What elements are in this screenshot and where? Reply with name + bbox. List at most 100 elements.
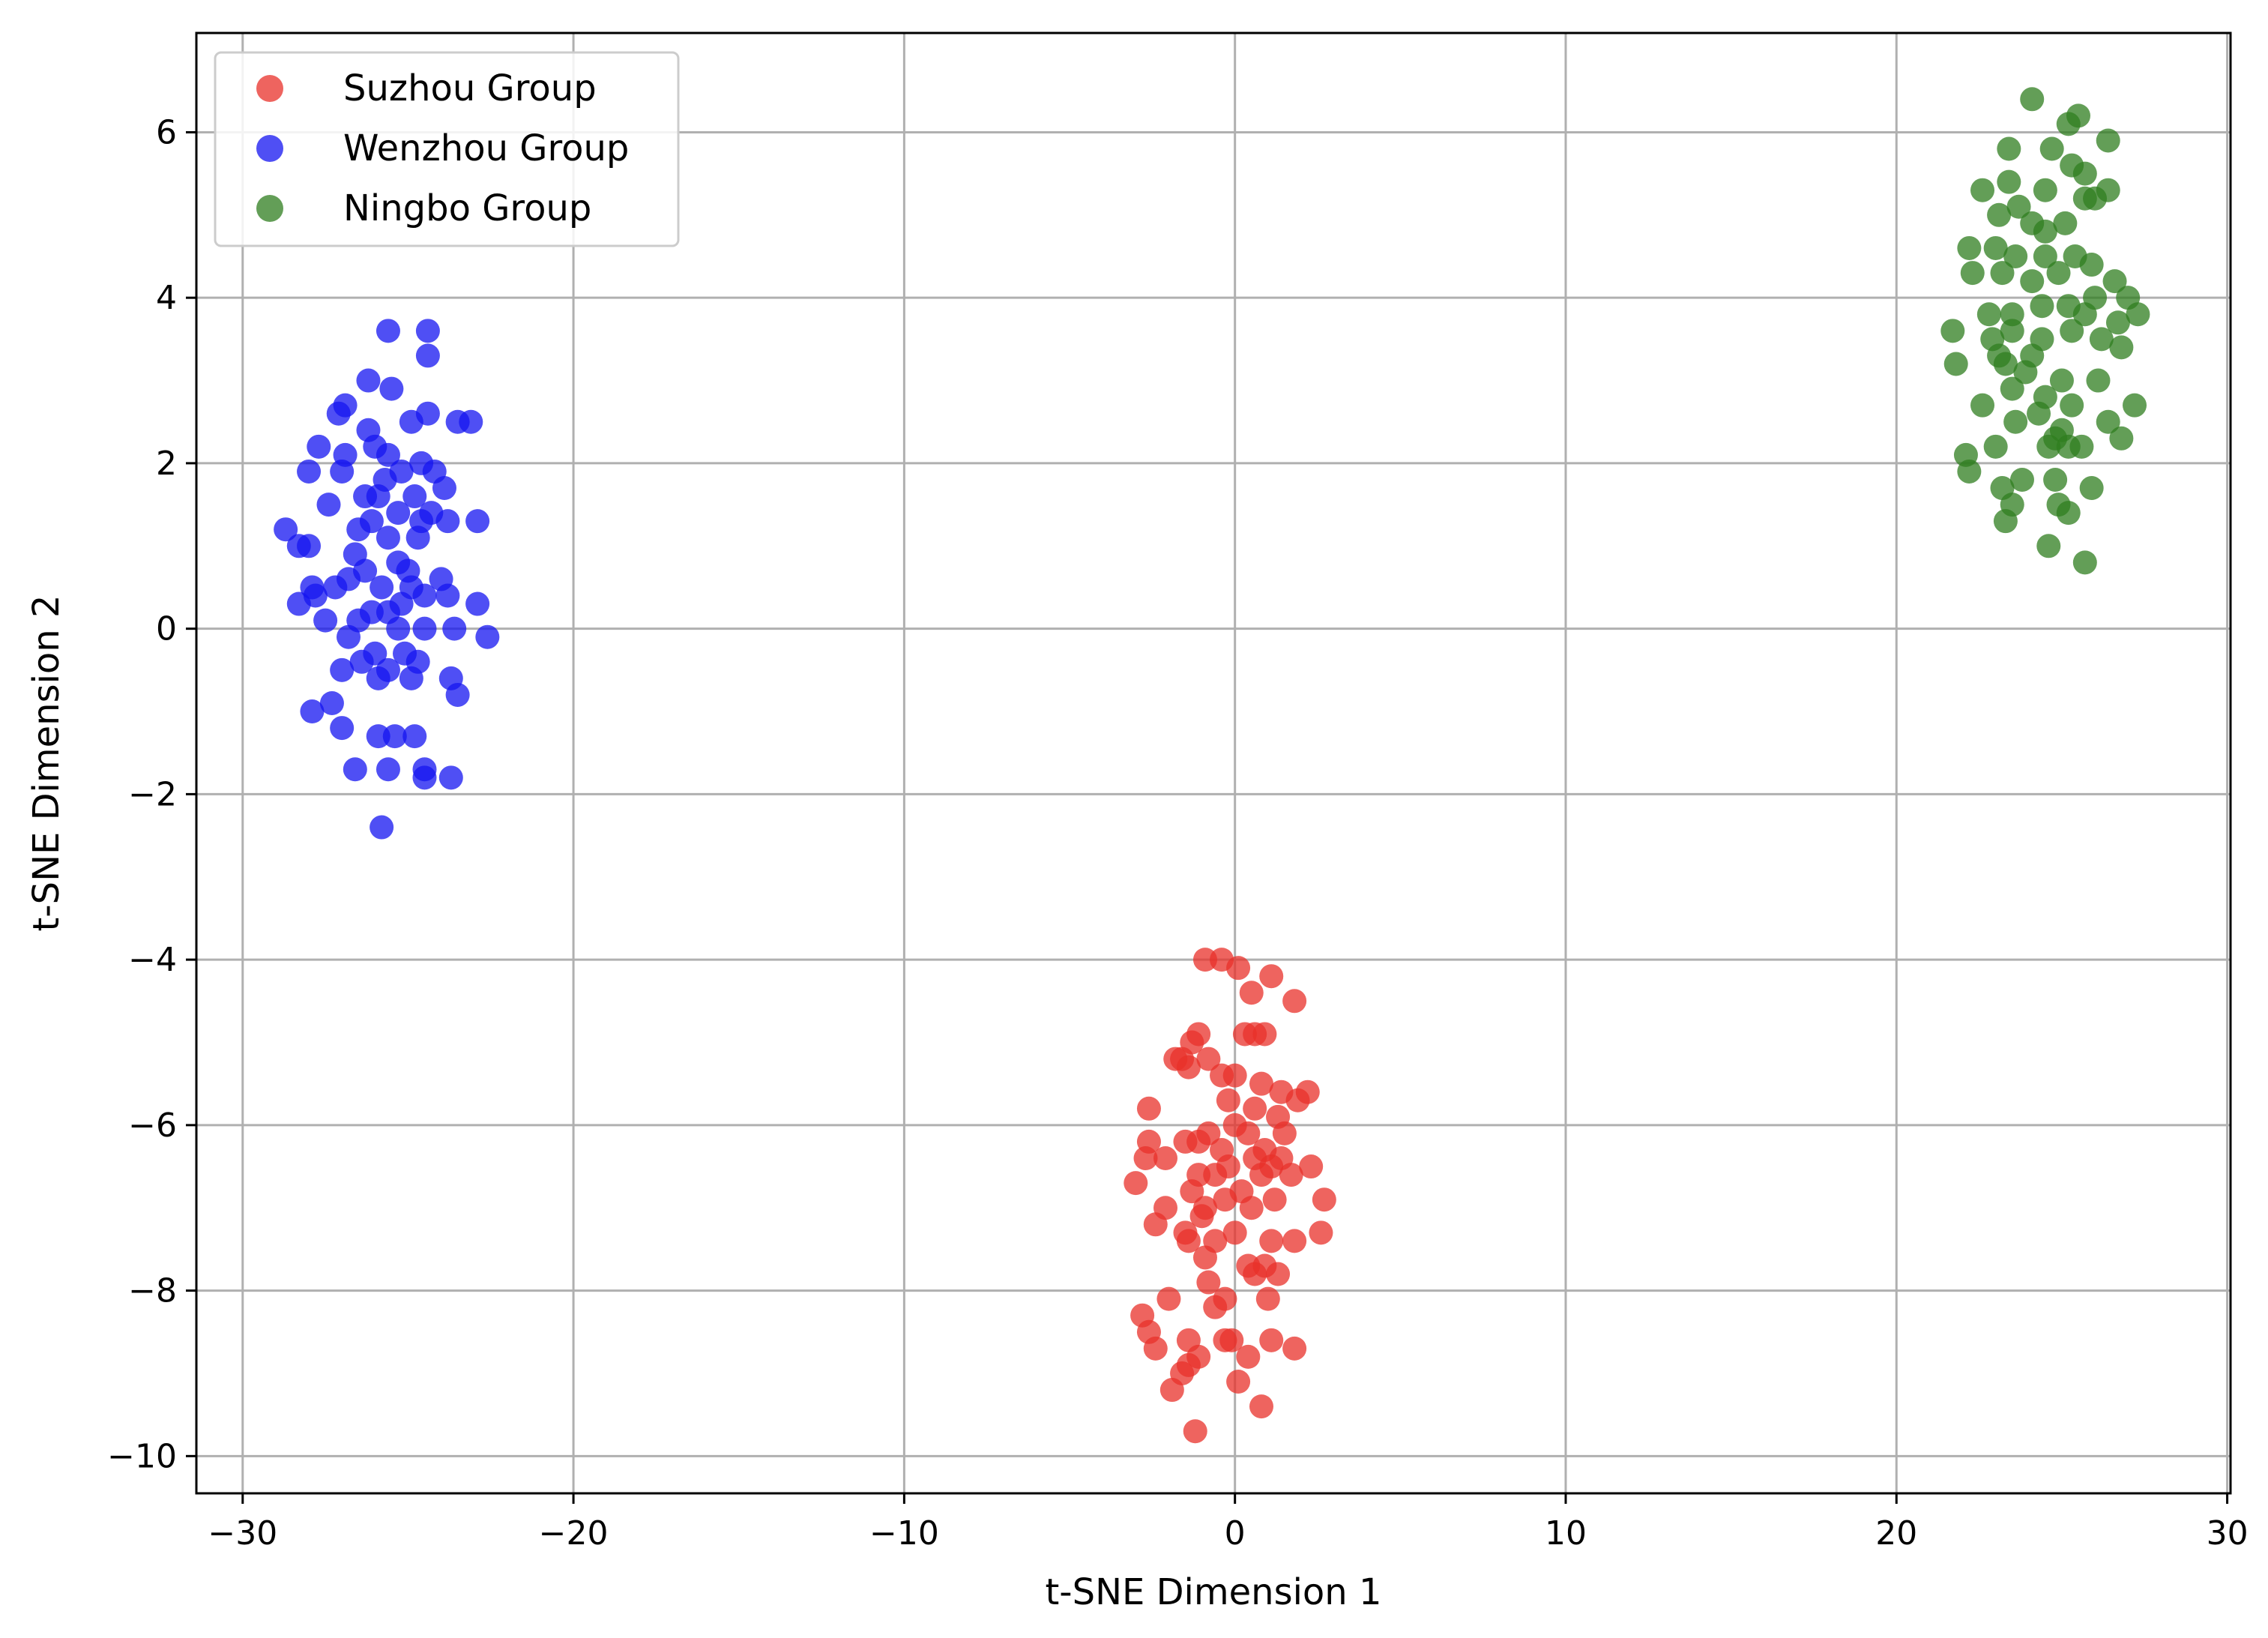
- suzhou-group-point: [1196, 1270, 1221, 1295]
- suzhou-group-point: [1186, 1129, 1211, 1154]
- wenzhou-group-point: [359, 600, 384, 624]
- wenzhou-group-point: [316, 493, 341, 517]
- legend: Suzhou Group Wenzhou Group Ningbo Group: [214, 51, 680, 247]
- y-tick-label: 6: [156, 113, 177, 151]
- ningbo-group-point: [2126, 302, 2150, 327]
- wenzhou-group-point: [376, 319, 400, 343]
- wenzhou-group-point: [435, 509, 460, 534]
- suzhou-group-point: [1143, 1336, 1168, 1361]
- wenzhou-group-point: [349, 649, 374, 674]
- ningbo-group-point: [1970, 178, 1995, 202]
- suzhou-group-point: [1299, 1154, 1324, 1179]
- wenzhou-group-point: [370, 815, 394, 840]
- wenzhou-group-point: [386, 501, 411, 526]
- suzhou-group-point: [1262, 1187, 1287, 1212]
- wenzhou-group-point: [286, 591, 311, 616]
- ningbo-group-point: [2020, 269, 2045, 294]
- suzhou-group-point: [1259, 964, 1284, 989]
- legend-marker-wenzhou-group: [256, 135, 283, 162]
- ningbo-group-point: [2033, 219, 2057, 244]
- suzhou-group-point: [1176, 1229, 1201, 1253]
- wenzhou-group-point: [412, 765, 437, 790]
- ningbo-group-point: [2030, 294, 2054, 319]
- suzhou-group-point: [1243, 1262, 1267, 1286]
- wenzhou-group-point: [435, 583, 460, 608]
- ningbo-group-point: [1993, 352, 2018, 376]
- ningbo-group-point: [2079, 476, 2104, 501]
- wenzhou-group-point: [412, 583, 437, 608]
- suzhou-group-point: [1180, 1179, 1204, 1204]
- ningbo-group-point: [2033, 244, 2057, 268]
- suzhou-group-point: [1312, 1187, 1336, 1212]
- suzhou-group-point: [1176, 1055, 1201, 1080]
- ningbo-group-point: [2096, 178, 2120, 202]
- suzhou-group-point: [1266, 1262, 1291, 1286]
- suzhou-group-point: [1203, 1163, 1228, 1187]
- ningbo-group-point: [1993, 509, 2018, 534]
- wenzhou-group-point: [399, 409, 423, 434]
- y-axis-ticks: −10 −8 −6 −4 −2 0 2 4 6: [107, 113, 196, 1475]
- ningbo-group-point: [2006, 194, 2031, 219]
- ningbo-group-point: [2020, 87, 2045, 112]
- wenzhou-group-point: [405, 526, 430, 550]
- ningbo-group-point: [1997, 136, 2021, 161]
- wenzhou-group-point: [442, 616, 467, 641]
- x-tick-label: −30: [208, 1514, 277, 1553]
- wenzhou-group-point: [336, 624, 361, 649]
- suzhou-group-point: [1226, 956, 1251, 981]
- y-tick-label: −8: [128, 1272, 177, 1310]
- wenzhou-group-point: [274, 517, 298, 542]
- x-axis-ticks: −30 −20 −10 0 10 20 30: [208, 1493, 2249, 1553]
- wenzhou-group-point: [356, 368, 381, 393]
- suzhou-group-point: [1153, 1146, 1178, 1171]
- suzhou-group-point: [1222, 1220, 1247, 1245]
- ningbo-group-point: [1957, 235, 1982, 260]
- suzhou-group-point: [1239, 1196, 1264, 1220]
- y-tick-label: −6: [128, 1106, 177, 1145]
- ningbo-group-point: [1997, 169, 2021, 194]
- wenzhou-group-point: [297, 459, 322, 484]
- suzhou-group-point: [1183, 1419, 1207, 1444]
- suzhou-group-point: [1255, 1286, 1280, 1311]
- legend-marker-suzhou-group: [256, 75, 283, 102]
- suzhou-group-point: [1282, 1229, 1307, 1253]
- wenzhou-group-point: [319, 690, 344, 715]
- y-tick-label: 4: [156, 279, 177, 317]
- suzhou-group-point: [1282, 989, 1307, 1014]
- wenzhou-group-point: [432, 476, 456, 501]
- ningbo-group-point: [2000, 376, 2024, 401]
- suzhou-group-point: [1249, 1394, 1273, 1419]
- ningbo-group-point: [1983, 235, 2008, 260]
- x-axis-label: t-SNE Dimension 1: [1045, 1571, 1381, 1613]
- wenzhou-group-point: [386, 616, 411, 641]
- suzhou-group-point: [1203, 1295, 1228, 1319]
- suzhou-group-point: [1236, 1121, 1261, 1145]
- suzhou-group-point: [1249, 1163, 1273, 1187]
- ningbo-group-point: [2060, 319, 2084, 343]
- legend-label-wenzhou-group: Wenzhou Group: [343, 127, 629, 169]
- wenzhou-group-point: [402, 484, 427, 509]
- wenzhou-group-point: [307, 434, 331, 459]
- ningbo-group-point: [1940, 319, 1965, 343]
- ningbo-group-point: [2072, 302, 2097, 327]
- ningbo-group-point: [1990, 261, 2015, 286]
- suzhou-group-point: [1156, 1286, 1181, 1311]
- wenzhou-group-point: [300, 699, 325, 724]
- ningbo-group-point: [2036, 534, 2061, 558]
- ningbo-group-point: [2056, 501, 2081, 526]
- wenzhou-group-point: [465, 509, 490, 534]
- suzhou-group-point: [1196, 1047, 1221, 1071]
- ningbo-group-point: [2039, 136, 2064, 161]
- suzhou-group-point: [1189, 1204, 1214, 1229]
- ningbo-group-point: [2086, 368, 2111, 393]
- suzhou-group-point: [1159, 1378, 1184, 1403]
- plot-frame: [195, 31, 2232, 1495]
- x-tick-label: 0: [1225, 1514, 1246, 1553]
- ningbo-group-point: [2060, 393, 2084, 418]
- y-tick-label: −4: [128, 941, 177, 979]
- suzhou-group-point: [1259, 1328, 1284, 1352]
- legend-label-ningbo-group: Ningbo Group: [343, 187, 591, 229]
- suzhou-group-point: [1222, 1063, 1247, 1088]
- ningbo-group-point: [2072, 161, 2097, 186]
- wenzhou-group-point: [366, 666, 390, 690]
